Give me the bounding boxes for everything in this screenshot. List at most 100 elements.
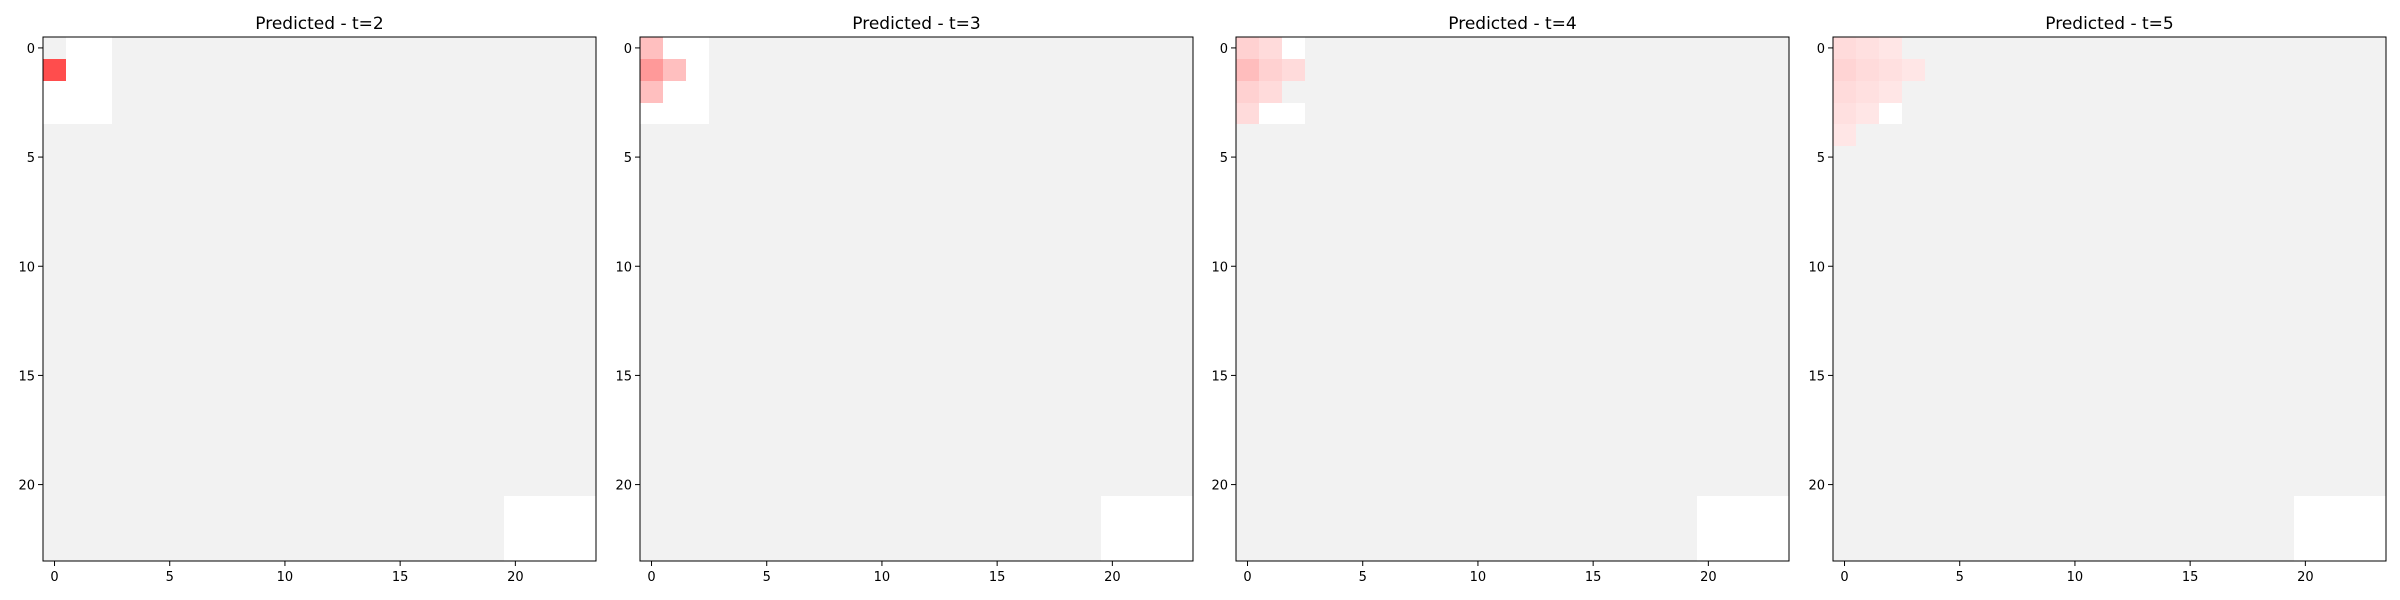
heatmap-cell bbox=[504, 517, 527, 539]
heatmap-panel-4: Predicted - t=5 0 5 10 15 20 0 5 10 15 20 bbox=[1808, 14, 2387, 585]
y-tick-label: 20 bbox=[615, 479, 632, 494]
heatmap-cell bbox=[1259, 59, 1282, 81]
heatmap-cell bbox=[2317, 517, 2340, 539]
heatmap-cell bbox=[573, 539, 596, 561]
heatmap-cell bbox=[573, 517, 596, 539]
heatmap-cell bbox=[2363, 539, 2386, 561]
x-tick-label: 10 bbox=[2067, 570, 2084, 585]
heatmap-cell bbox=[1170, 539, 1193, 561]
heatmap-cell bbox=[1833, 81, 1856, 103]
heatmap-cell bbox=[686, 59, 709, 81]
heatmap-cell bbox=[1879, 59, 1902, 81]
heatmap-cell bbox=[43, 59, 66, 81]
y-tick-label: 10 bbox=[1808, 260, 1825, 275]
panel-title: Predicted - t=5 bbox=[2045, 14, 2173, 34]
heatmap-cell bbox=[1697, 539, 1720, 561]
x-tick-label: 10 bbox=[874, 570, 891, 585]
heatmap-cell bbox=[1259, 37, 1282, 59]
axes-frame bbox=[1832, 36, 2387, 562]
heatmap-cell bbox=[1170, 517, 1193, 539]
heatmap-cell bbox=[1101, 496, 1124, 517]
heatmap-cell bbox=[573, 496, 596, 517]
heatmap-cell bbox=[1720, 496, 1743, 517]
y-tick-label: 20 bbox=[1808, 479, 1825, 494]
heatmap-cell bbox=[663, 37, 686, 59]
heatmap-cell bbox=[663, 103, 686, 124]
heatmap-panel-1: Predicted - t=2 0 5 10 15 20 0 5 10 15 20 bbox=[18, 14, 597, 585]
y-tick-label: 5 bbox=[1220, 151, 1228, 166]
heatmap-cell bbox=[1101, 517, 1124, 539]
heatmap-cell bbox=[43, 81, 66, 103]
heatmap-cell bbox=[2363, 496, 2386, 517]
heatmap-cell bbox=[1720, 517, 1743, 539]
heatmap-cell bbox=[1720, 539, 1743, 561]
heatmap-cell bbox=[1259, 81, 1282, 103]
heatmap-cell bbox=[1833, 124, 1856, 146]
x-tick-label: 15 bbox=[392, 570, 409, 585]
heatmap-cell bbox=[1879, 81, 1902, 103]
y-tick-label: 0 bbox=[27, 42, 35, 57]
heatmap-cell bbox=[2294, 517, 2317, 539]
heatmap-cell bbox=[1879, 103, 1902, 124]
heatmap-cell bbox=[1282, 59, 1305, 81]
heatmap-cell bbox=[640, 59, 663, 81]
heatmap-cell bbox=[1743, 496, 1766, 517]
axes-frame bbox=[1235, 36, 1790, 562]
heatmap-cell bbox=[2363, 517, 2386, 539]
heatmap-cell bbox=[686, 37, 709, 59]
heatmap-cell bbox=[1282, 103, 1305, 124]
heatmap-cell bbox=[663, 59, 686, 81]
heatmap-cell bbox=[1833, 37, 1856, 59]
heatmap-cell bbox=[2294, 496, 2317, 517]
y-tick-label: 15 bbox=[615, 369, 632, 384]
heatmap-cell bbox=[663, 81, 686, 103]
panel-title: Predicted - t=3 bbox=[852, 14, 980, 34]
heatmap-background bbox=[43, 37, 596, 561]
heatmap-cell bbox=[1282, 37, 1305, 59]
heatmap-cell bbox=[1833, 103, 1856, 124]
heatmap-cell bbox=[89, 81, 112, 103]
heatmap-cell bbox=[2317, 539, 2340, 561]
heatmap-cell bbox=[550, 496, 573, 517]
heatmap-cell bbox=[2340, 539, 2363, 561]
heatmap-cell bbox=[686, 103, 709, 124]
x-tick-label: 0 bbox=[647, 570, 655, 585]
panel-title: Predicted - t=4 bbox=[1448, 14, 1576, 34]
heatmap-cell bbox=[640, 81, 663, 103]
heatmap-background bbox=[640, 37, 1193, 561]
heatmap-cell bbox=[1856, 59, 1879, 81]
heatmap-cell bbox=[89, 59, 112, 81]
heatmap-cell bbox=[640, 37, 663, 59]
y-tick-label: 0 bbox=[1817, 42, 1825, 57]
heatmap-panel-3: Predicted - t=4 0 5 10 15 20 0 5 10 15 20 bbox=[1211, 14, 1790, 585]
x-tick-label: 5 bbox=[166, 570, 174, 585]
heatmap-cell bbox=[1833, 59, 1856, 81]
heatmap-cell bbox=[640, 103, 663, 124]
heatmap-cell bbox=[1236, 103, 1259, 124]
heatmap-cell bbox=[66, 103, 89, 124]
heatmap-cell bbox=[550, 539, 573, 561]
heatmap-cell bbox=[1147, 517, 1170, 539]
axes-frame bbox=[42, 36, 597, 562]
x-tick-label: 20 bbox=[1104, 570, 1121, 585]
y-tick-label: 10 bbox=[1211, 260, 1228, 275]
x-tick-label: 20 bbox=[2297, 570, 2314, 585]
heatmap-cell bbox=[504, 496, 527, 517]
x-tick-label: 20 bbox=[1700, 570, 1717, 585]
heatmap-cell bbox=[1743, 517, 1766, 539]
heatmap-cell bbox=[1697, 517, 1720, 539]
heatmap-cell bbox=[1170, 496, 1193, 517]
heatmap-cell bbox=[527, 517, 550, 539]
heatmap-cell bbox=[2340, 517, 2363, 539]
x-tick-label: 15 bbox=[989, 570, 1006, 585]
y-tick-label: 5 bbox=[624, 151, 632, 166]
heatmap-cell bbox=[1124, 539, 1147, 561]
heatmap-cell bbox=[1697, 496, 1720, 517]
heatmap-cell bbox=[1259, 103, 1282, 124]
heatmap-background bbox=[1236, 37, 1789, 561]
heatmap-cell bbox=[1902, 59, 1925, 81]
y-tick-label: 20 bbox=[18, 479, 35, 494]
y-tick-label: 10 bbox=[615, 260, 632, 275]
x-tick-label: 0 bbox=[50, 570, 58, 585]
